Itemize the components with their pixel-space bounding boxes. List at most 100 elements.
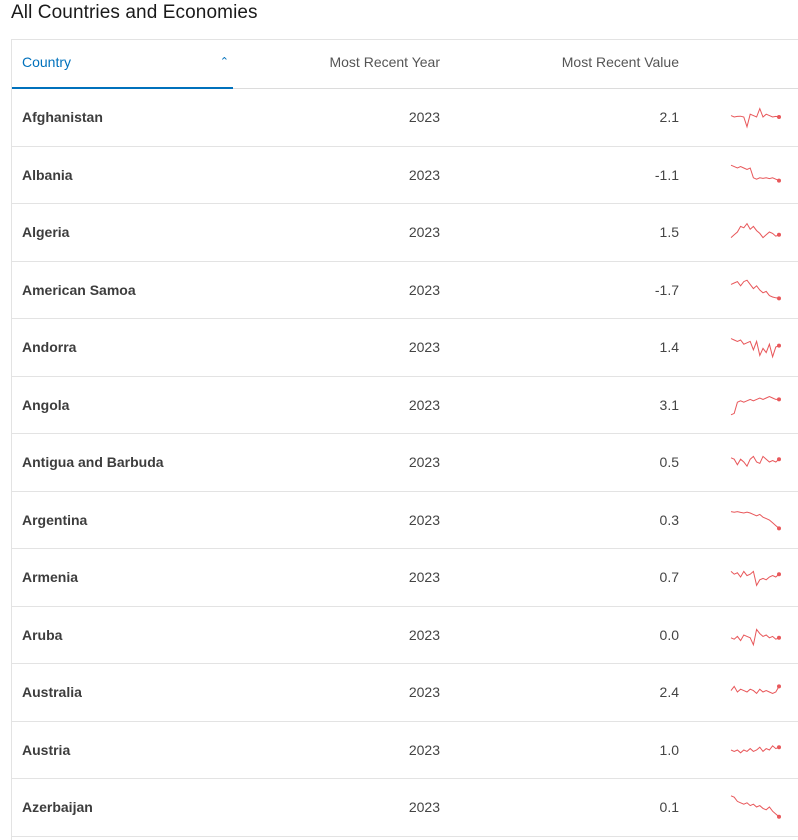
sparkline-endpoint	[777, 396, 781, 401]
country-name[interactable]: Austria	[22, 741, 71, 758]
sparkline-line	[730, 510, 780, 529]
table-row[interactable]: Aruba 2023 0.0	[12, 607, 798, 664]
most-recent-year: 2023	[408, 684, 440, 700]
most-recent-year: 2023	[408, 396, 440, 413]
sparkline	[729, 791, 783, 823]
sparkline-chart	[730, 279, 781, 300]
sparkline-chart	[730, 455, 781, 468]
table-row[interactable]: Antigua and Barbuda 2023 0.5	[12, 434, 798, 492]
most-recent-value: 0.5	[659, 454, 679, 470]
most-recent-value: 2.1	[659, 109, 679, 125]
sparkline-chart	[730, 510, 781, 530]
most-recent-year: 2023	[408, 166, 440, 183]
sparkline-chart	[730, 570, 781, 587]
sparkline	[729, 389, 783, 421]
table-row[interactable]: Austria 2023 1.0	[12, 722, 798, 779]
table-body: Afghanistan 2023 2.1 Albania 2023 -1.1 Algeria…	[12, 89, 798, 837]
sparkline	[729, 676, 783, 708]
country-name[interactable]: Azerbaijan	[22, 799, 93, 815]
sparkline-line	[730, 164, 780, 181]
most-recent-year: 2023	[408, 569, 440, 585]
table-row[interactable]: Angola 2023 3.1	[12, 377, 798, 434]
country-name[interactable]: Armenia	[22, 569, 79, 585]
sparkline-line	[730, 395, 779, 415]
sparkline-line	[730, 107, 780, 129]
sparkline-chart	[730, 164, 781, 183]
sparkline-endpoint	[777, 457, 781, 462]
sparkline-endpoint	[777, 178, 781, 183]
country-name[interactable]: Algeria	[22, 224, 70, 240]
most-recent-year: 2023	[408, 511, 440, 528]
most-recent-year: 2023	[408, 339, 440, 355]
sparkline-endpoint	[777, 232, 781, 237]
sparkline-chart	[730, 107, 781, 129]
table-row[interactable]: Australia 2023 2.4	[12, 664, 798, 722]
country-header-label: Country	[22, 54, 72, 70]
country-column-header[interactable]: Country ⌃	[12, 40, 233, 89]
sparkline	[729, 216, 783, 248]
sparkline-line	[730, 744, 780, 753]
sparkline-line	[730, 795, 780, 818]
country-name[interactable]: Argentina	[22, 511, 88, 528]
year-column-header[interactable]: Most Recent Year	[329, 54, 440, 70]
table-row[interactable]: Andorra 2023 1.4	[12, 319, 798, 377]
sparkline-line	[730, 279, 780, 299]
most-recent-value: -1.7	[654, 281, 679, 298]
sparkline	[729, 561, 783, 593]
table-header: Country ⌃ Most Recent Year Most Recent V…	[12, 40, 798, 89]
table-row[interactable]: Albania 2023 -1.1	[12, 147, 798, 204]
most-recent-year: 2023	[408, 626, 440, 643]
sparkline-line	[730, 455, 780, 468]
sparkline-chart	[730, 395, 781, 415]
most-recent-value: 1.5	[659, 224, 679, 240]
sparkline-chart	[730, 338, 781, 359]
sparkline-endpoint	[777, 343, 781, 348]
data-table: Country ⌃ Most Recent Year Most Recent V…	[11, 39, 798, 840]
sparkline-line	[730, 338, 780, 359]
sparkline	[729, 446, 783, 478]
sparkline-chart	[730, 795, 781, 819]
sparkline-line	[730, 222, 780, 239]
most-recent-year: 2023	[408, 741, 440, 758]
most-recent-value: 2.4	[659, 684, 679, 700]
most-recent-value: -1.1	[654, 166, 679, 183]
most-recent-year: 2023	[408, 281, 440, 298]
value-column-header[interactable]: Most Recent Value	[561, 54, 679, 70]
country-name[interactable]: American Samoa	[22, 281, 136, 298]
sparkline	[729, 101, 783, 133]
sparkline-chart	[730, 684, 781, 695]
table-row[interactable]: Azerbaijan 2023 0.1	[12, 779, 798, 837]
most-recent-year: 2023	[408, 224, 440, 240]
sparkline-chart	[730, 744, 781, 753]
sparkline	[729, 331, 783, 363]
sparkline	[729, 619, 783, 651]
table-row[interactable]: American Samoa 2023 -1.7	[12, 262, 798, 319]
country-name[interactable]: Angola	[22, 396, 70, 413]
table-row[interactable]: Argentina 2023 0.3	[12, 492, 798, 549]
most-recent-value: 0.0	[659, 626, 679, 643]
country-name[interactable]: Australia	[22, 684, 82, 700]
most-recent-year: 2023	[408, 109, 440, 125]
table-row[interactable]: Armenia 2023 0.7	[12, 549, 798, 607]
most-recent-value: 0.7	[659, 569, 679, 585]
sparkline	[729, 274, 783, 306]
sparkline-endpoint	[777, 115, 781, 119]
sparkline	[729, 504, 783, 536]
sparkline-endpoint	[777, 744, 781, 749]
sparkline-endpoint	[777, 525, 781, 530]
country-name[interactable]: Albania	[22, 166, 73, 183]
table-row[interactable]: Algeria 2023 1.5	[12, 204, 798, 262]
sparkline-line	[730, 685, 780, 695]
country-name[interactable]: Afghanistan	[22, 109, 103, 125]
sparkline-endpoint	[777, 572, 781, 577]
country-name[interactable]: Antigua and Barbuda	[22, 454, 164, 470]
chevron-up-icon[interactable]: ⌃	[219, 56, 229, 68]
table-row[interactable]: Afghanistan 2023 2.1	[12, 89, 798, 147]
sparkline-line	[730, 570, 780, 587]
most-recent-value: 1.4	[659, 339, 679, 355]
most-recent-year: 2023	[408, 454, 440, 470]
sparkline-endpoint	[777, 684, 781, 689]
country-name[interactable]: Andorra	[22, 339, 77, 355]
country-name[interactable]: Aruba	[22, 626, 63, 643]
most-recent-value: 3.1	[659, 396, 679, 413]
